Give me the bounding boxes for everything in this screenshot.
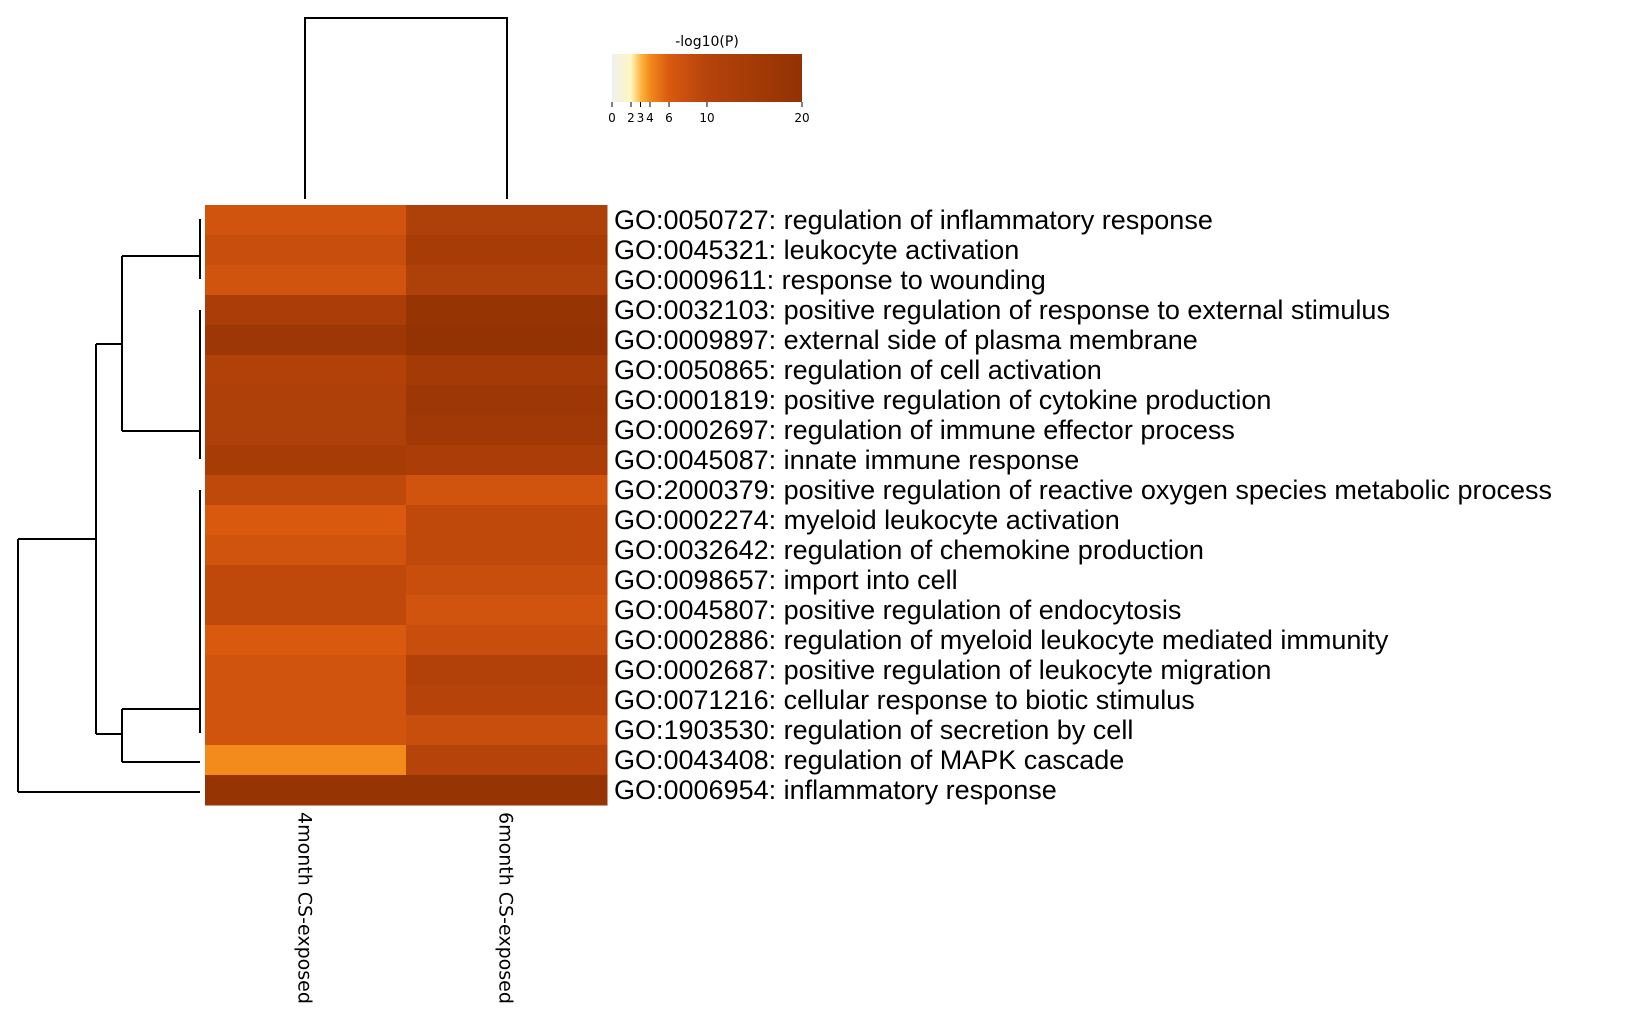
- heatmap-cell: [205, 265, 407, 296]
- heatmap-cell: [406, 595, 608, 626]
- colorbar-tick-label: 20: [794, 111, 809, 125]
- heatmap-cell: [406, 505, 608, 536]
- colorbar-gradient: [612, 54, 802, 102]
- row-label: GO:0002697: regulation of immune effecto…: [614, 415, 1235, 445]
- row-label: GO:0045321: leukocyte activation: [614, 235, 1019, 265]
- colorbar-ticks: 0 2 3 4 6 10 20: [608, 102, 810, 125]
- heatmap-cell: [205, 625, 407, 656]
- row-labels: GO:0050727: regulation of inflammatory r…: [614, 205, 1552, 805]
- heatmap-cell: [406, 715, 608, 746]
- column-label: 4month CS-exposed: [294, 812, 316, 1004]
- heatmap-cell: [406, 415, 608, 446]
- row-label: GO:0071216: cellular response to biotic …: [614, 685, 1195, 715]
- row-label: GO:0002886: regulation of myeloid leukoc…: [614, 625, 1389, 655]
- row-label: GO:0050865: regulation of cell activatio…: [614, 355, 1102, 385]
- heatmap-cell: [205, 775, 407, 806]
- row-label: GO:0001819: positive regulation of cytok…: [614, 385, 1271, 415]
- heatmap-cell: [406, 355, 608, 386]
- row-label: GO:0009611: response to wounding: [614, 265, 1046, 295]
- heatmap-cell: [205, 655, 407, 686]
- colorbar-tick-label: 10: [699, 111, 714, 125]
- row-label: GO:0050727: regulation of inflammatory r…: [614, 205, 1213, 235]
- heatmap-cell: [406, 655, 608, 686]
- row-label: GO:1903530: regulation of secretion by c…: [614, 715, 1133, 745]
- row-label: GO:0006954: inflammatory response: [614, 775, 1057, 805]
- heatmap-cell: [205, 745, 407, 776]
- heatmap-cell: [406, 235, 608, 266]
- heatmap-cell: [406, 295, 608, 326]
- colorbar-tick-label: 6: [665, 111, 673, 125]
- heatmap-cell: [205, 475, 407, 506]
- heatmap-cell: [406, 625, 608, 656]
- heatmap-cell: [205, 235, 407, 266]
- heatmap-cell: [205, 535, 407, 566]
- heatmap-cell: [406, 325, 608, 356]
- colorbar-title: -log10(P): [675, 34, 739, 50]
- heatmap-cell: [205, 595, 407, 626]
- row-label: GO:0045807: positive regulation of endoc…: [614, 595, 1181, 625]
- heatmap-cell: [406, 265, 608, 296]
- colorbar-tick-label: 4: [646, 111, 654, 125]
- heatmap-cell: [205, 325, 407, 356]
- heatmap-cell: [406, 745, 608, 776]
- colorbar-tick-label: 3: [637, 111, 645, 125]
- heatmap-cell: [406, 205, 608, 236]
- heatmap-cell: [406, 475, 608, 506]
- heatmap-cell: [406, 385, 608, 416]
- row-label: GO:2000379: positive regulation of react…: [614, 475, 1552, 505]
- heatmap-cell: [205, 385, 407, 416]
- heatmap-cell: [205, 415, 407, 446]
- heatmap-cell: [205, 445, 407, 476]
- colorbar-tick-label: 2: [627, 111, 635, 125]
- heatmap-cell: [205, 295, 407, 326]
- heatmap-cell: [406, 775, 608, 806]
- heatmap-cell: [205, 565, 407, 596]
- colorbar: -log10(P) 0 2 3 4 6 10 20: [608, 34, 809, 125]
- heatmap-cell: [406, 445, 608, 476]
- row-label: GO:0002274: myeloid leukocyte activation: [614, 505, 1120, 535]
- row-label: GO:0098657: import into cell: [614, 565, 958, 595]
- heatmap-cell: [205, 355, 407, 386]
- row-label: GO:0045087: innate immune response: [614, 445, 1079, 475]
- heatmap-cells: [205, 205, 608, 806]
- heatmap-cell: [205, 715, 407, 746]
- column-dendrogram: [304, 17, 508, 199]
- row-label: GO:0002687: positive regulation of leuko…: [614, 655, 1271, 685]
- heatmap-cell: [406, 565, 608, 596]
- column-label: 6month CS-exposed: [495, 812, 517, 1004]
- heatmap-cell: [406, 535, 608, 566]
- heatmap-cell: [205, 685, 407, 716]
- colorbar-tick-label: 0: [608, 111, 616, 125]
- row-label: GO:0032103: positive regulation of respo…: [614, 295, 1390, 325]
- row-label: GO:0043408: regulation of MAPK cascade: [614, 745, 1124, 775]
- heatmap-cell: [205, 505, 407, 536]
- heatmap-cell: [406, 685, 608, 716]
- column-labels: 4month CS-exposed 6month CS-exposed: [294, 812, 517, 1004]
- heatmap-cell: [205, 205, 407, 236]
- row-label: GO:0032642: regulation of chemokine prod…: [614, 535, 1204, 565]
- row-dendrogram: [17, 219, 201, 793]
- row-label: GO:0009897: external side of plasma memb…: [614, 325, 1198, 355]
